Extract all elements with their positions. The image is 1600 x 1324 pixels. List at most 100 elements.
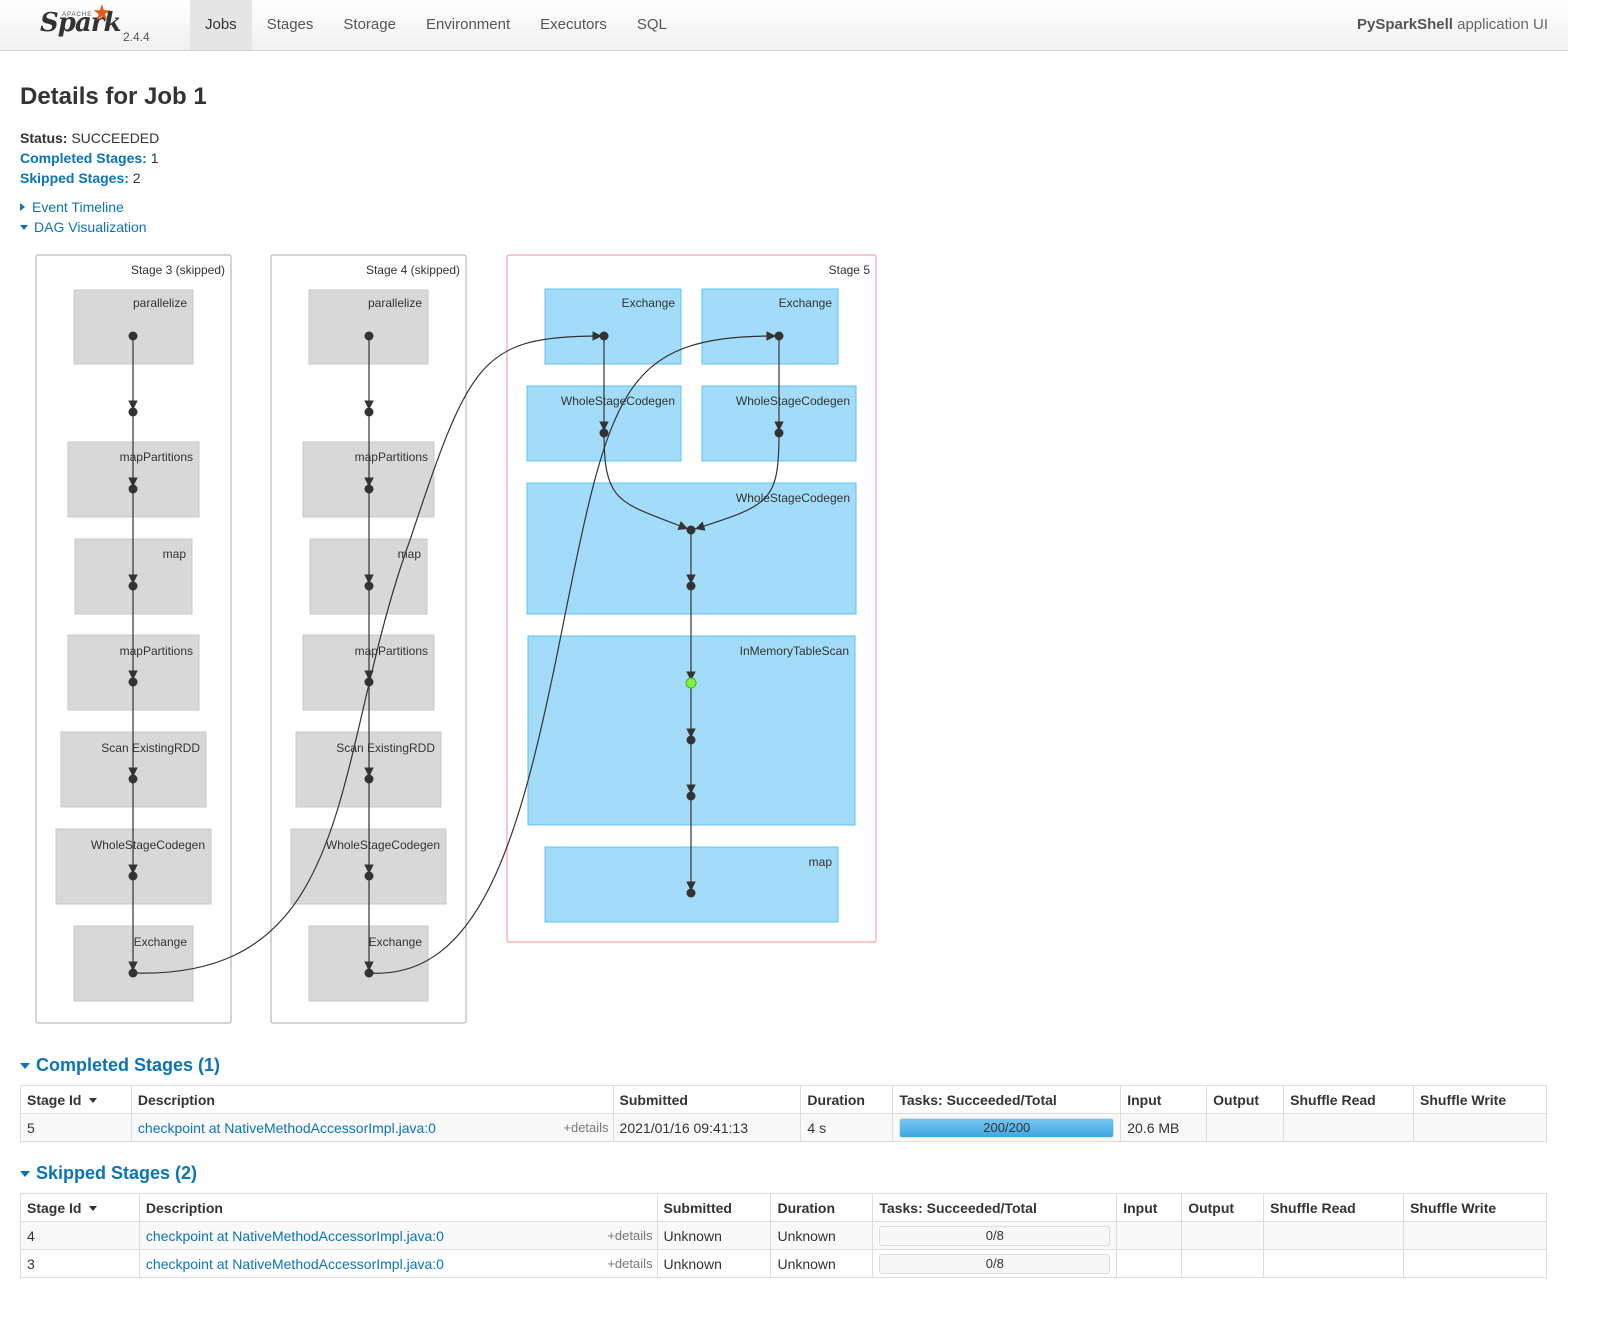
details-toggle[interactable]: +details (563, 1120, 609, 1135)
dag-visualization-label: DAG Visualization (34, 219, 147, 235)
spark-star-icon: ★ (92, 0, 112, 25)
stage-5-node-wholestagecodegen-2: WholeStageCodegen (736, 394, 850, 408)
completed-stages-toggle[interactable]: Completed Stages (1) (20, 1055, 220, 1076)
duration-cell: Unknown (770, 1221, 874, 1250)
col-output[interactable]: Output (1181, 1193, 1265, 1222)
col-submitted[interactable]: Submitted (612, 1085, 802, 1114)
col-description[interactable]: Description (138, 1193, 658, 1222)
tasks-cell: 200/200 (892, 1113, 1122, 1142)
col-tasks[interactable]: Tasks: Succeeded/Total (872, 1193, 1118, 1222)
tasks-progress-text: 0/8 (985, 1255, 1004, 1271)
shuffle-write-cell (1403, 1221, 1547, 1250)
col-submitted[interactable]: Submitted (656, 1193, 772, 1222)
input-cell (1116, 1249, 1183, 1278)
stage-3-points (128, 331, 138, 978)
completed-stages-title: Completed Stages (1) (36, 1055, 221, 1075)
stage-5-node-wholestagecodegen-3: WholeStageCodegen (736, 491, 850, 505)
stage-5-node-exchange-1: Exchange (622, 296, 676, 310)
tasks-progress-bar: 0/8 (879, 1253, 1111, 1274)
shuffle-read-cell (1263, 1221, 1405, 1250)
tasks-cell: 0/8 (872, 1221, 1118, 1250)
stage-3-node-map: map (163, 547, 187, 561)
duration-cell: Unknown (770, 1249, 874, 1278)
completed-stages-label[interactable]: Completed Stages: (20, 150, 147, 166)
col-shuffle-write[interactable]: Shuffle Write (1413, 1085, 1547, 1114)
stage-3-label: Stage 3 (skipped) (131, 263, 225, 277)
tab-stages[interactable]: Stages (266, 16, 314, 33)
spark-version: 2.4.4 (123, 30, 150, 44)
stage-4-node-scan: Scan ExistingRDD (336, 741, 435, 755)
shuffle-read-cell (1283, 1113, 1415, 1142)
tasks-progress-text: 200/200 (983, 1119, 1031, 1135)
app-name: PySparkShell application UI (1357, 0, 1548, 50)
stage-5-edges (599, 336, 784, 891)
duration-cell: 4 s (800, 1113, 894, 1142)
dag-visualization-toggle[interactable]: DAG Visualization (20, 219, 147, 235)
col-input[interactable]: Input (1120, 1085, 1208, 1114)
stage-4-node-map: map (398, 547, 422, 561)
stage-description-link[interactable]: checkpoint at NativeMethodAccessorImpl.j… (145, 1255, 444, 1272)
cached-rdd-point (685, 677, 697, 689)
tasks-cell: 0/8 (872, 1249, 1118, 1278)
description-cell: checkpoint at NativeMethodAccessorImpl.j… (138, 1221, 658, 1250)
col-stage-id[interactable]: Stage Id (20, 1193, 140, 1222)
status-label: Status: (20, 130, 68, 146)
shuffle-write-cell (1403, 1249, 1547, 1278)
arrow-down-icon (20, 1063, 30, 1069)
tab-executors[interactable]: Executors (540, 16, 607, 33)
input-cell (1116, 1221, 1183, 1250)
stage-description-link[interactable]: checkpoint at NativeMethodAccessorImpl.j… (137, 1119, 436, 1136)
stage-3-node-exchange: Exchange (134, 935, 188, 949)
completed-stages-line[interactable]: Completed Stages: 1 (20, 148, 159, 168)
col-duration[interactable]: Duration (800, 1085, 894, 1114)
tasks-progress-bar: 0/8 (879, 1225, 1111, 1246)
tab-jobs[interactable]: Jobs (190, 0, 252, 50)
submitted-cell: Unknown (656, 1221, 772, 1250)
stage-id-cell: 3 (20, 1249, 140, 1278)
app-name-bold: PySparkShell (1357, 16, 1453, 33)
output-cell (1181, 1249, 1265, 1278)
shuffle-write-cell (1413, 1113, 1547, 1142)
col-shuffle-write[interactable]: Shuffle Write (1403, 1193, 1547, 1222)
table-row: 5 checkpoint at NativeMethodAccessorImpl… (20, 1113, 1547, 1142)
col-shuffle-read[interactable]: Shuffle Read (1283, 1085, 1415, 1114)
details-toggle[interactable]: +details (607, 1228, 653, 1243)
table-row: 4 checkpoint at NativeMethodAccessorImpl… (20, 1221, 1547, 1250)
stage-description-link[interactable]: checkpoint at NativeMethodAccessorImpl.j… (145, 1227, 444, 1244)
skipped-stages-label[interactable]: Skipped Stages: (20, 170, 129, 186)
col-input[interactable]: Input (1116, 1193, 1183, 1222)
stage-3-node-wholestagecodegen: WholeStageCodegen (91, 838, 205, 852)
stage-5-node-inmemorytablescan: InMemoryTableScan (740, 644, 849, 658)
stage-5-points (599, 331, 784, 898)
col-duration[interactable]: Duration (770, 1193, 874, 1222)
submitted-cell: 2021/01/16 09:41:13 (612, 1113, 802, 1142)
tab-environment[interactable]: Environment (425, 16, 511, 33)
tab-sql[interactable]: SQL (636, 16, 667, 33)
job-summary: Status: SUCCEEDED Completed Stages: 1 Sk… (20, 128, 159, 188)
skipped-stages-line[interactable]: Skipped Stages: 2 (20, 168, 159, 188)
stage-3-node-parallelize: parallelize (133, 296, 187, 310)
col-description[interactable]: Description (130, 1085, 614, 1114)
tasks-progress-bar: 200/200 (899, 1117, 1115, 1138)
table-row: 3 checkpoint at NativeMethodAccessorImpl… (20, 1249, 1547, 1278)
col-shuffle-read[interactable]: Shuffle Read (1263, 1193, 1405, 1222)
stage-4-node-mappartitions: mapPartitions (355, 450, 428, 464)
stage-4-node-exchange: Exchange (369, 935, 423, 949)
brand-name: Spark (40, 8, 122, 38)
tab-storage[interactable]: Storage (343, 16, 396, 33)
event-timeline-toggle[interactable]: Event Timeline (20, 199, 124, 215)
skipped-stages-toggle[interactable]: Skipped Stages (2) (20, 1163, 197, 1184)
col-stage-id[interactable]: Stage Id (20, 1085, 132, 1114)
col-tasks[interactable]: Tasks: Succeeded/Total (892, 1085, 1122, 1114)
details-toggle[interactable]: +details (607, 1256, 653, 1271)
output-cell (1181, 1221, 1265, 1250)
completed-stages-table: Stage Id Description Submitted Duration … (20, 1085, 1547, 1142)
arrow-right-icon (20, 203, 25, 211)
spark-logo[interactable]: APACHE Spark ★ 2.4.4 (40, 0, 170, 48)
tasks-progress-text: 0/8 (985, 1227, 1004, 1243)
col-output[interactable]: Output (1206, 1085, 1285, 1114)
app-name-rest: application UI (1452, 16, 1548, 33)
cross-stage-edges (132, 331, 777, 974)
input-cell: 20.6 MB (1120, 1113, 1208, 1142)
status-value: SUCCEEDED (67, 130, 160, 146)
